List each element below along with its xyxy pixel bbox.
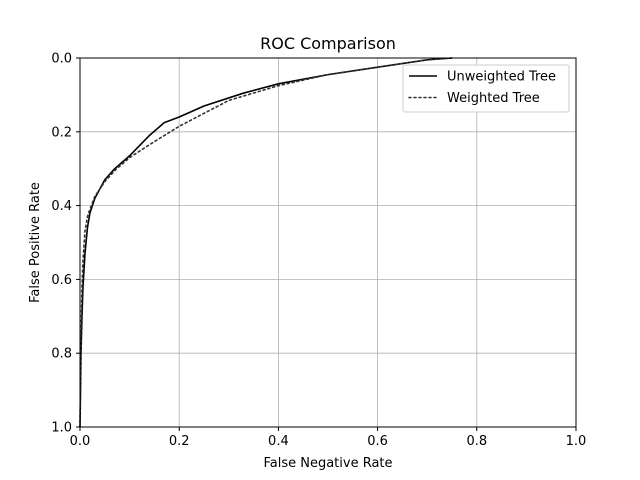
legend: Unweighted Tree Weighted Tree (403, 65, 569, 112)
plot-frame (80, 58, 576, 427)
y-tick-label: 0.4 (51, 199, 72, 214)
series-lines (80, 58, 452, 427)
x-tick-label: 0.0 (70, 434, 91, 449)
y-tick-label: 0.0 (51, 52, 72, 67)
x-tick-label: 1.0 (566, 434, 587, 449)
x-tick-label: 0.6 (367, 434, 388, 449)
x-axis-label: False Negative Rate (263, 456, 392, 471)
y-tick-label: 0.8 (51, 347, 72, 362)
x-tick-label: 0.4 (268, 434, 289, 449)
y-axis-label: False Positive Rate (28, 182, 43, 303)
grid-lines (80, 58, 576, 427)
series-line-unweighted-tree (80, 58, 452, 427)
y-tick-label: 0.2 (51, 125, 72, 140)
x-tick-label: 0.2 (169, 434, 190, 449)
legend-label-weighted: Weighted Tree (447, 91, 540, 106)
y-tick-label: 0.6 (51, 273, 72, 288)
series-line-weighted-tree (80, 58, 452, 427)
x-tick-label: 0.8 (466, 434, 487, 449)
chart-title: ROC Comparison (260, 34, 396, 53)
y-tick-label: 1.0 (51, 421, 72, 436)
legend-label-unweighted: Unweighted Tree (447, 70, 556, 85)
